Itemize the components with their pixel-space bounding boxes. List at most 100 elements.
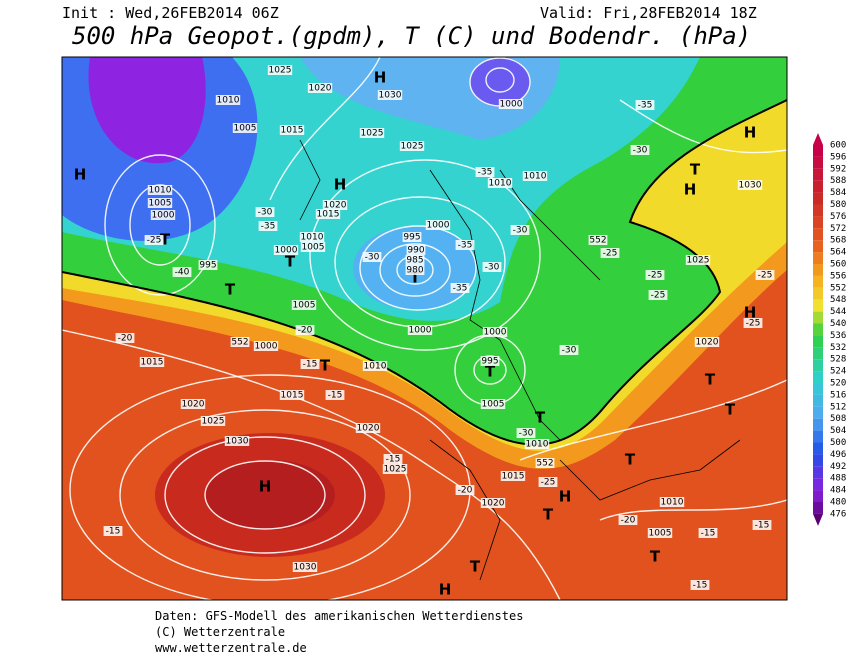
colorbar-tick-label: 492 — [830, 462, 846, 472]
contour-label: 1010 — [489, 179, 512, 189]
colorbar-swatch — [813, 311, 823, 324]
label-box — [258, 221, 278, 231]
pressure-center: H — [684, 181, 697, 199]
label-box — [359, 128, 385, 138]
colorbar-swatch — [813, 323, 823, 336]
contour-label: -35 — [478, 168, 493, 178]
init-time: Init : Wed,26FEB2014 06Z — [62, 4, 279, 22]
label-box — [500, 471, 526, 481]
label-box — [267, 65, 293, 75]
map-frame — [61, 56, 788, 601]
label-box — [230, 337, 250, 347]
label-box — [147, 198, 173, 208]
colorbar-tick-label: 476 — [830, 509, 846, 519]
colorbar-swatch — [813, 394, 823, 407]
label-box — [475, 167, 495, 177]
colorbar-arrow-top — [813, 133, 823, 145]
colorbar-swatch — [813, 502, 823, 514]
label-box — [455, 240, 475, 250]
contour-label: 1015 — [281, 391, 304, 401]
colorbar-tick-label: 548 — [830, 295, 846, 305]
label-box — [382, 464, 408, 474]
colorbar-swatch — [813, 145, 823, 157]
label-box — [399, 141, 425, 151]
contour-label: -30 — [519, 429, 534, 439]
contour-label: -15 — [755, 521, 770, 531]
label-box — [630, 145, 650, 155]
contour-label: 1030 — [739, 181, 762, 191]
label-box — [698, 528, 718, 538]
colorbar-tick-label: 584 — [830, 188, 846, 198]
contour-label: 995 — [199, 261, 216, 271]
label-box — [482, 262, 502, 272]
label-box — [180, 399, 206, 409]
pressure-center: H — [559, 488, 572, 506]
label-box — [292, 562, 318, 572]
label-box — [647, 528, 673, 538]
contour-label: 990 — [407, 246, 424, 256]
colorbar-tick-label: 528 — [830, 355, 846, 365]
label-box — [498, 99, 524, 109]
colorbar-swatch — [813, 478, 823, 491]
label-box — [273, 245, 299, 255]
label-box — [362, 361, 388, 371]
colorbar-swatch — [813, 359, 823, 372]
label-box — [559, 345, 579, 355]
label-box — [200, 416, 226, 426]
label-box — [405, 265, 425, 275]
colorbar-tick-label: 488 — [830, 474, 846, 484]
colorbar-tick-label: 540 — [830, 319, 846, 329]
pressure-center: H — [374, 69, 387, 87]
colorbar-swatch — [813, 156, 823, 169]
label-box — [300, 359, 320, 369]
contour-label: -25 — [147, 236, 162, 246]
contour-label: -15 — [303, 360, 318, 370]
label-box — [600, 248, 620, 258]
label-box — [144, 235, 164, 245]
pressure-center: T — [535, 409, 546, 427]
label-box — [362, 252, 382, 262]
colorbar-tick-label: 480 — [830, 498, 846, 508]
label-box — [279, 125, 305, 135]
contour-label: -40 — [175, 268, 190, 278]
pressure-center: T — [160, 231, 171, 249]
pressure-center: T — [485, 363, 496, 381]
label-box — [755, 270, 775, 280]
label-box — [150, 210, 176, 220]
colorbar-tick-label: 552 — [830, 283, 846, 293]
colorbar-tick-label: 600 — [830, 141, 846, 151]
label-box — [524, 439, 550, 449]
contour-label: 995 — [481, 357, 498, 367]
colorbar-swatch — [813, 275, 823, 288]
contour-label: 980 — [406, 266, 423, 276]
valid-time: Valid: Fri,28FEB2014 18Z — [540, 4, 757, 22]
colorbar-tick-label: 524 — [830, 367, 846, 377]
label-box — [295, 325, 315, 335]
contour-label: -25 — [648, 271, 663, 281]
colorbar-swatch — [813, 180, 823, 193]
contour-label: 1010 — [661, 498, 684, 508]
contour-label: 552 — [589, 236, 606, 246]
colorbar-tick-label: 496 — [830, 450, 846, 460]
label-box — [588, 235, 608, 245]
contour-label: 1020 — [696, 338, 719, 348]
label-box — [291, 300, 317, 310]
colorbar-swatch — [813, 299, 823, 312]
colorbar-tick-label: 500 — [830, 438, 846, 448]
contour-label: 1030 — [294, 563, 317, 573]
contour-label: 1000 — [275, 246, 298, 256]
contour-label: -15 — [693, 581, 708, 591]
contour-label: -15 — [328, 391, 343, 401]
label-box — [315, 209, 341, 219]
label-box — [618, 515, 638, 525]
contour-label: 1000 — [255, 342, 278, 352]
colorbar-swatch — [813, 347, 823, 360]
label-box — [322, 200, 348, 210]
label-box — [255, 207, 275, 217]
label-box — [538, 477, 558, 487]
colorbar-tick-label: 572 — [830, 224, 846, 234]
contour-label: 1010 — [301, 233, 324, 243]
label-box — [480, 399, 506, 409]
contour-label: -35 — [458, 241, 473, 251]
pressure-center: T — [725, 401, 736, 419]
